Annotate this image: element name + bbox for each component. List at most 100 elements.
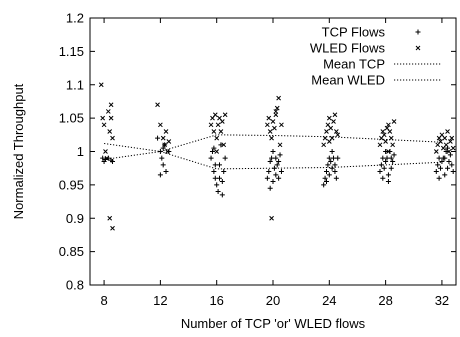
x-tick-label: 16: [209, 293, 223, 308]
tcp-flow-point: [212, 175, 218, 181]
wled-flow-point: [386, 149, 391, 154]
tcp-flow-point: [333, 175, 339, 181]
x-tick-label: 32: [435, 293, 449, 308]
tcp-flow-point: [211, 145, 217, 151]
legend-cross-marker: [415, 45, 421, 51]
tcp-flow-point: [276, 175, 282, 181]
wled-flow-point: [104, 155, 110, 161]
wled-flow-point: [218, 129, 224, 134]
tcp-flow-point: [278, 169, 284, 175]
wled-flow-point: [165, 149, 170, 154]
tcp-flow-point: [208, 155, 214, 161]
wled-flow-point: [321, 142, 327, 148]
x-tick-label: 24: [322, 293, 336, 308]
wled-flow-point: [442, 135, 448, 141]
legend-label: Mean TCP: [323, 57, 385, 72]
wled-flow-point: [272, 125, 277, 131]
wled-flow-point: [446, 149, 452, 154]
tcp-flow-point: [270, 149, 276, 154]
wled-flow-point: [105, 109, 111, 114]
wled-flow-point: [270, 119, 276, 124]
tcp-flow-point: [215, 189, 221, 195]
tcp-flow-point: [211, 169, 217, 175]
wled-flow-point: [158, 122, 163, 128]
tcp-flow-point: [380, 155, 386, 161]
tcp-flow-point: [326, 172, 332, 178]
wled-flow-point: [273, 109, 279, 114]
wled-flow-point: [328, 125, 334, 131]
wled-flow-point: [166, 139, 172, 144]
wled-flow-point: [221, 142, 227, 148]
y-tick-label: 0.85: [59, 244, 84, 259]
tcp-flow-point: [446, 159, 452, 165]
tcp-flow-point: [388, 165, 394, 171]
tcp-flow-point: [322, 175, 328, 181]
tcp-flow-point: [212, 162, 218, 168]
tcp-flow-point: [271, 165, 277, 171]
tcp-flow-point: [218, 142, 224, 148]
x-tick-label: 8: [100, 293, 107, 308]
tcp-flow-point: [217, 162, 223, 168]
wled-flow-point: [387, 129, 393, 134]
tcp-flow-point: [321, 182, 327, 188]
wled-flow-point: [274, 105, 280, 111]
mean-wled-line: [104, 134, 442, 153]
x-tick-label: 28: [378, 293, 392, 308]
tcp-flow-point: [325, 162, 331, 168]
x-tick-label: 20: [266, 293, 280, 308]
tcp-flow-point: [378, 162, 384, 168]
wled-flow-point: [108, 102, 114, 108]
wled-flow-point: [107, 215, 113, 221]
tcp-flow-point: [436, 175, 442, 181]
tcp-flow-point: [384, 155, 390, 161]
wled-flow-point: [211, 129, 217, 134]
x-tick-label: 12: [153, 293, 167, 308]
tcp-flow-point: [217, 175, 223, 181]
wled-flow-point: [222, 112, 228, 118]
wled-flow-point: [98, 82, 104, 88]
wled-flow-point: [380, 129, 386, 134]
tcp-flow-point: [388, 155, 394, 161]
wled-flow-point: [386, 122, 391, 128]
tcp-flow-point: [335, 155, 341, 161]
tcp-flow-point: [157, 149, 163, 154]
tcp-flow-point: [377, 169, 383, 175]
tcp-flow-point: [219, 192, 225, 198]
y-tick-label: 1.1: [66, 77, 84, 92]
plot-frame: [89, 17, 457, 286]
tcp-flow-point: [219, 179, 225, 185]
tcp-flow-point: [214, 182, 220, 188]
wled-flow-point: [162, 142, 167, 148]
tcp-flow-point: [274, 162, 280, 168]
tcp-flow-point: [439, 159, 445, 165]
wled-flow-point: [332, 112, 338, 118]
legend-label: TCP Flows: [322, 25, 386, 40]
tcp-flow-point: [276, 159, 282, 165]
tcp-flow-point: [442, 155, 448, 161]
tcp-flow-point: [329, 165, 335, 171]
tcp-flow-point: [160, 162, 166, 168]
wled-flow-point: [445, 129, 450, 134]
wled-flow-point: [160, 135, 166, 141]
wled-flow-point: [383, 139, 388, 144]
legend-label: WLED Flows: [310, 41, 386, 56]
wled-flow-point: [390, 142, 396, 148]
tcp-flow-point: [270, 179, 276, 185]
tcp-flow-point: [222, 155, 228, 161]
tcp-flow-point: [391, 152, 397, 158]
tcp-flow-point: [157, 172, 163, 178]
tcp-flow-point: [267, 185, 273, 191]
wled-flow-point: [214, 149, 220, 154]
tcp-flow-point: [155, 135, 161, 141]
tcp-flow-point: [332, 162, 338, 168]
tcp-flow-point: [323, 169, 329, 175]
tcp-flow-point: [436, 155, 442, 161]
wled-flow-point: [322, 135, 328, 141]
y-axis-label: Normalized Throughput: [11, 83, 26, 219]
tcp-flow-point: [442, 172, 448, 178]
wled-flow-point: [335, 132, 341, 138]
wled-flow-point: [433, 149, 439, 154]
wled-flow-point: [438, 139, 443, 144]
